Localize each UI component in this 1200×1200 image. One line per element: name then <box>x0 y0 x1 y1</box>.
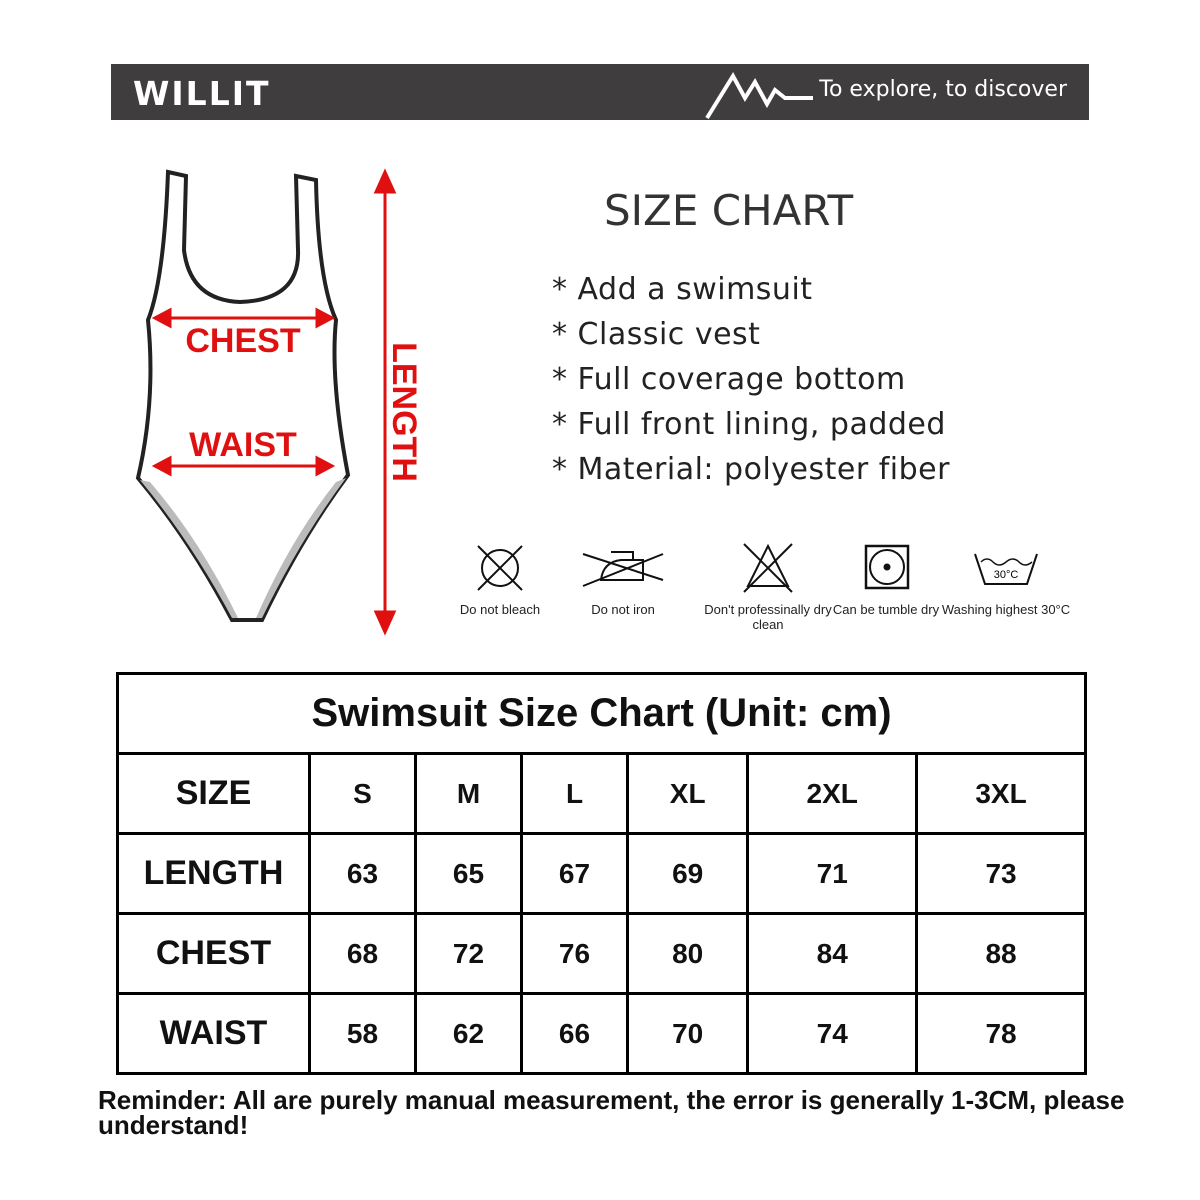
feature-item: * Material: polyester fiber <box>552 452 950 487</box>
table-cell: 72 <box>414 912 523 995</box>
table-cell: 68 <box>308 912 417 995</box>
table-caption: Swimsuit Size Chart (Unit: cm) <box>116 672 1087 755</box>
care-label: Washing highest 30°C <box>941 602 1071 617</box>
row-label: WAIST <box>116 992 311 1075</box>
size-table: Swimsuit Size Chart (Unit: cm) SIZE S M … <box>116 672 1087 1075</box>
no-bleach-icon <box>477 545 523 591</box>
swimsuit-diagram: CHEST WAIST LENGTH <box>135 168 423 636</box>
table-cell: 63 <box>308 832 417 915</box>
feature-item: * Add a swimsuit <box>552 272 813 307</box>
row-label: LENGTH <box>116 832 311 915</box>
table-cell: 65 <box>414 832 523 915</box>
table-cell: 69 <box>625 832 750 915</box>
header-cell: 3XL <box>915 752 1087 835</box>
care-no-iron: Do not iron <box>553 540 693 617</box>
table-cell: 67 <box>520 832 629 915</box>
brand-logo: WILLIT <box>133 74 271 113</box>
swimsuit-outline <box>135 169 351 622</box>
no-iron-icon <box>582 551 664 587</box>
feature-list: * Add a swimsuit * Classic vest * Full c… <box>552 272 950 497</box>
header-cell: SIZE <box>116 752 311 835</box>
row-label: CHEST <box>116 912 311 995</box>
table-cell: 74 <box>746 992 919 1075</box>
table-header-row: SIZE S M L XL 2XL 3XL <box>116 752 1087 835</box>
mountain-icon <box>705 72 813 120</box>
table-cell: 73 <box>915 832 1087 915</box>
table-cell: 78 <box>915 992 1087 1075</box>
care-no-bleach: Do not bleach <box>430 540 570 617</box>
header-cell: S <box>308 752 417 835</box>
no-dry-clean-icon <box>743 543 793 593</box>
feature-item: * Classic vest <box>552 317 761 352</box>
header-cell: L <box>520 752 629 835</box>
table-row: LENGTH 63 65 67 69 71 73 <box>116 832 1087 915</box>
table-cell: 66 <box>520 992 629 1075</box>
care-label: Can be tumble dry <box>832 602 940 617</box>
header-cell: 2XL <box>746 752 919 835</box>
table-row: WAIST 58 62 66 70 74 78 <box>116 992 1087 1075</box>
header-cell: M <box>414 752 523 835</box>
tumble-dry-icon <box>864 544 910 590</box>
wash-30-icon: 30°C <box>974 553 1038 585</box>
care-label: Do not bleach <box>459 602 541 617</box>
chest-label: CHEST <box>185 322 300 360</box>
care-tumble-dry: Can be tumble dry <box>816 540 956 617</box>
wash-temp: 30°C <box>994 569 1019 581</box>
care-label: Don't professinally dry clean <box>704 602 832 632</box>
table-cell: 70 <box>625 992 750 1075</box>
table-cell: 76 <box>520 912 629 995</box>
feature-item: * Full coverage bottom <box>552 362 906 397</box>
care-wash-30: 30°C Washing highest 30°C <box>936 540 1076 617</box>
care-label: Do not iron <box>591 602 655 617</box>
size-chart-title: SIZE CHART <box>604 186 854 235</box>
header-cell: XL <box>625 752 750 835</box>
slogan: To explore, to discover <box>819 77 1067 102</box>
brand-banner: WILLIT To explore, to discover <box>111 64 1089 120</box>
waist-label: WAIST <box>189 426 297 464</box>
table-cell: 58 <box>308 992 417 1075</box>
table-cell: 62 <box>414 992 523 1075</box>
care-no-dry-clean: Don't professinally dry clean <box>698 540 838 632</box>
table-cell: 71 <box>746 832 919 915</box>
feature-item: * Full front lining, padded <box>552 407 946 442</box>
table-row: CHEST 68 72 76 80 84 88 <box>116 912 1087 995</box>
measurement-reminder: Reminder: All are purely manual measurem… <box>98 1085 1125 1140</box>
length-label: LENGTH <box>385 342 423 482</box>
table-cell: 84 <box>746 912 919 995</box>
table-cell: 80 <box>625 912 750 995</box>
table-cell: 88 <box>915 912 1087 995</box>
